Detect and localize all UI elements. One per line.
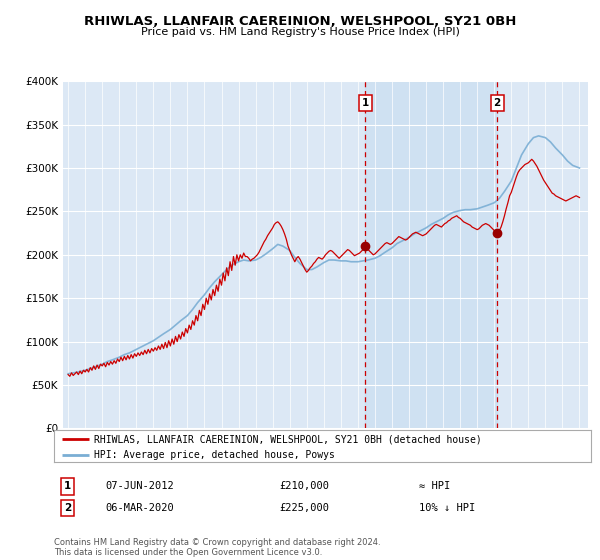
Text: RHIWLAS, LLANFAIR CAEREINION, WELSHPOOL, SY21 0BH (detached house): RHIWLAS, LLANFAIR CAEREINION, WELSHPOOL,… — [94, 434, 482, 444]
Text: 10% ↓ HPI: 10% ↓ HPI — [419, 503, 475, 513]
Text: 2: 2 — [494, 98, 501, 108]
Text: 1: 1 — [362, 98, 369, 108]
Text: 07-JUN-2012: 07-JUN-2012 — [105, 482, 174, 492]
Text: 2: 2 — [64, 503, 71, 513]
Text: 1: 1 — [64, 482, 71, 492]
Text: Contains HM Land Registry data © Crown copyright and database right 2024.
This d: Contains HM Land Registry data © Crown c… — [54, 538, 380, 557]
Text: £225,000: £225,000 — [280, 503, 329, 513]
Text: £210,000: £210,000 — [280, 482, 329, 492]
Text: RHIWLAS, LLANFAIR CAEREINION, WELSHPOOL, SY21 0BH: RHIWLAS, LLANFAIR CAEREINION, WELSHPOOL,… — [84, 15, 516, 28]
Text: 06-MAR-2020: 06-MAR-2020 — [105, 503, 174, 513]
Text: Price paid vs. HM Land Registry's House Price Index (HPI): Price paid vs. HM Land Registry's House … — [140, 27, 460, 38]
Text: ≈ HPI: ≈ HPI — [419, 482, 451, 492]
Text: HPI: Average price, detached house, Powys: HPI: Average price, detached house, Powy… — [94, 450, 335, 460]
Bar — [365, 81, 497, 428]
